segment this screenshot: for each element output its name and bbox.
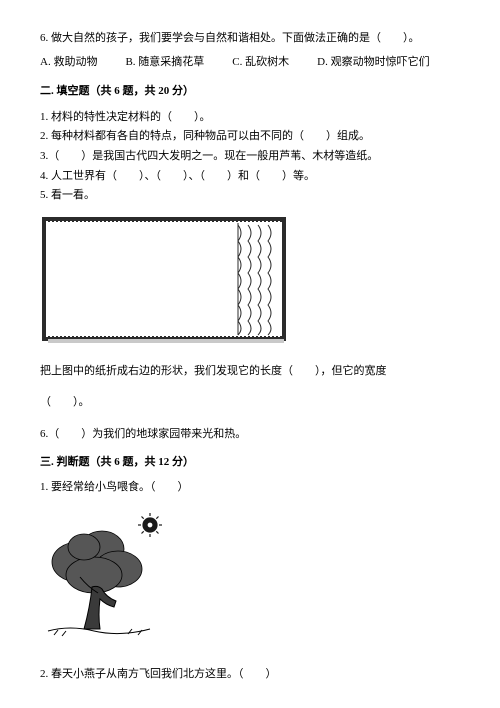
s2-q3: 3.（ ）是我国古代四大发明之一。现在一般用芦苇、木材等造纸。 [40,148,460,166]
q6-opt-c: C. 乱砍树木 [232,54,289,72]
s2-q5-after1: 把上图中的纸折成右边的形状，我们发现它的长度（ ），但它的宽度 [40,363,460,381]
folded-paper-figure [40,215,460,345]
s2-q2: 2. 每种材料都有各自的特点，同种物品可以由不同的（ ）组成。 [40,128,460,146]
s2-q5-after2: （ ）。 [40,394,460,412]
tree-sun-icon [40,507,180,642]
tree-sun-figure [40,507,460,649]
s2-q1: 1. 材料的特性决定材料的（ ）。 [40,109,460,127]
q6-options: A. 救助动物 B. 随意采摘花草 C. 乱砍树木 D. 观察动物时惊吓它们 [40,54,460,72]
section2-title: 二. 填空题（共 6 题，共 20 分） [40,83,460,101]
mc-question-6: 6. 做大自然的孩子，我们要学会与自然和谐相处。下面做法正确的是（ ）。 A. … [40,30,460,71]
s3-q2: 2. 春天小燕子从南方飞回我们北方这里。（ ） [40,666,460,684]
s2-q6: 6.（ ）为我们的地球家园带来光和热。 [40,426,460,444]
fill-blank-list: 1. 材料的特性决定材料的（ ）。 2. 每种材料都有各自的特点，同种物品可以由… [40,109,460,205]
q6-opt-b: B. 随意采摘花草 [125,54,204,72]
s2-q4: 4. 人工世界有（ ）、（ ）、（ ）和（ ）等。 [40,168,460,186]
s3-q1: 1. 要经常给小鸟喂食。（ ） [40,479,460,497]
s2-q5: 5. 看一看。 [40,187,460,205]
q6-stem: 6. 做大自然的孩子，我们要学会与自然和谐相处。下面做法正确的是（ ）。 [40,30,460,48]
paper-fold-icon [40,215,290,345]
q6-opt-a: A. 救助动物 [40,54,97,72]
q6-opt-d: D. 观察动物时惊吓它们 [317,54,429,72]
section3-title: 三. 判断题（共 6 题，共 12 分） [40,454,460,472]
